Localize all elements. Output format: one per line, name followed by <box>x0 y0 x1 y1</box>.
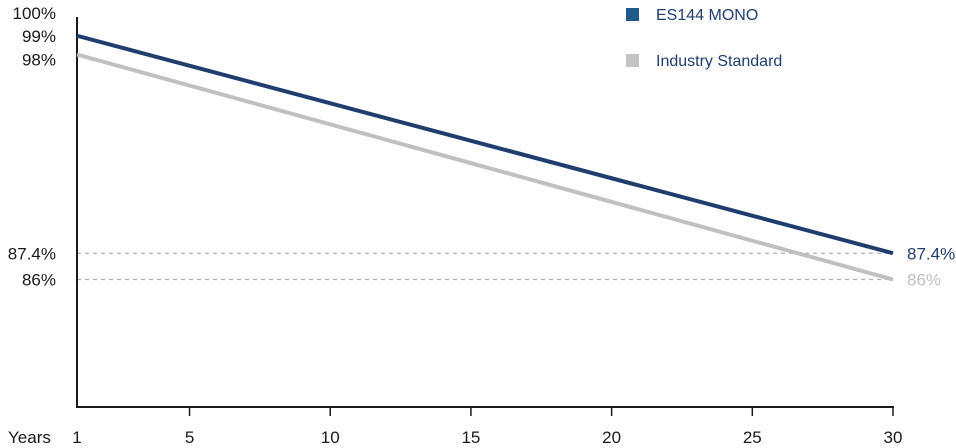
x-tick-label: 5 <box>185 428 194 447</box>
series-line <box>76 33 894 256</box>
legend: ES144 MONO Industry Standard <box>626 7 782 70</box>
x-tick-label: 1 <box>72 428 81 447</box>
x-tick-label: 15 <box>461 428 480 447</box>
y-tick-label: 98% <box>22 51 56 70</box>
x-tick-label: 20 <box>602 428 621 447</box>
legend-label: Industry Standard <box>656 53 782 70</box>
x-tick-label: 25 <box>743 428 762 447</box>
y-tick-label: 86% <box>22 271 56 290</box>
legend-swatch <box>626 8 639 21</box>
series-end-label: 86% <box>907 271 941 290</box>
end-labels: 87.4% 86% <box>907 244 955 289</box>
y-tick-label: 99% <box>22 27 56 46</box>
x-axis-label: Years <box>8 428 51 447</box>
x-tick-label: 10 <box>321 428 340 447</box>
series-lines <box>76 33 894 282</box>
y-tick-label: 100% <box>13 4 56 23</box>
x-tick-label: 30 <box>884 428 903 447</box>
legend-label: ES144 MONO <box>656 7 758 24</box>
axes <box>76 17 894 408</box>
reference-lines <box>77 252 893 281</box>
series-line <box>76 52 894 282</box>
series-end-label: 87.4% <box>907 244 955 263</box>
y-tick-labels: 100% 99% 98% 87.4% 86% <box>8 4 56 290</box>
y-tick-label: 87.4% <box>8 244 56 263</box>
legend-swatch <box>626 54 639 67</box>
